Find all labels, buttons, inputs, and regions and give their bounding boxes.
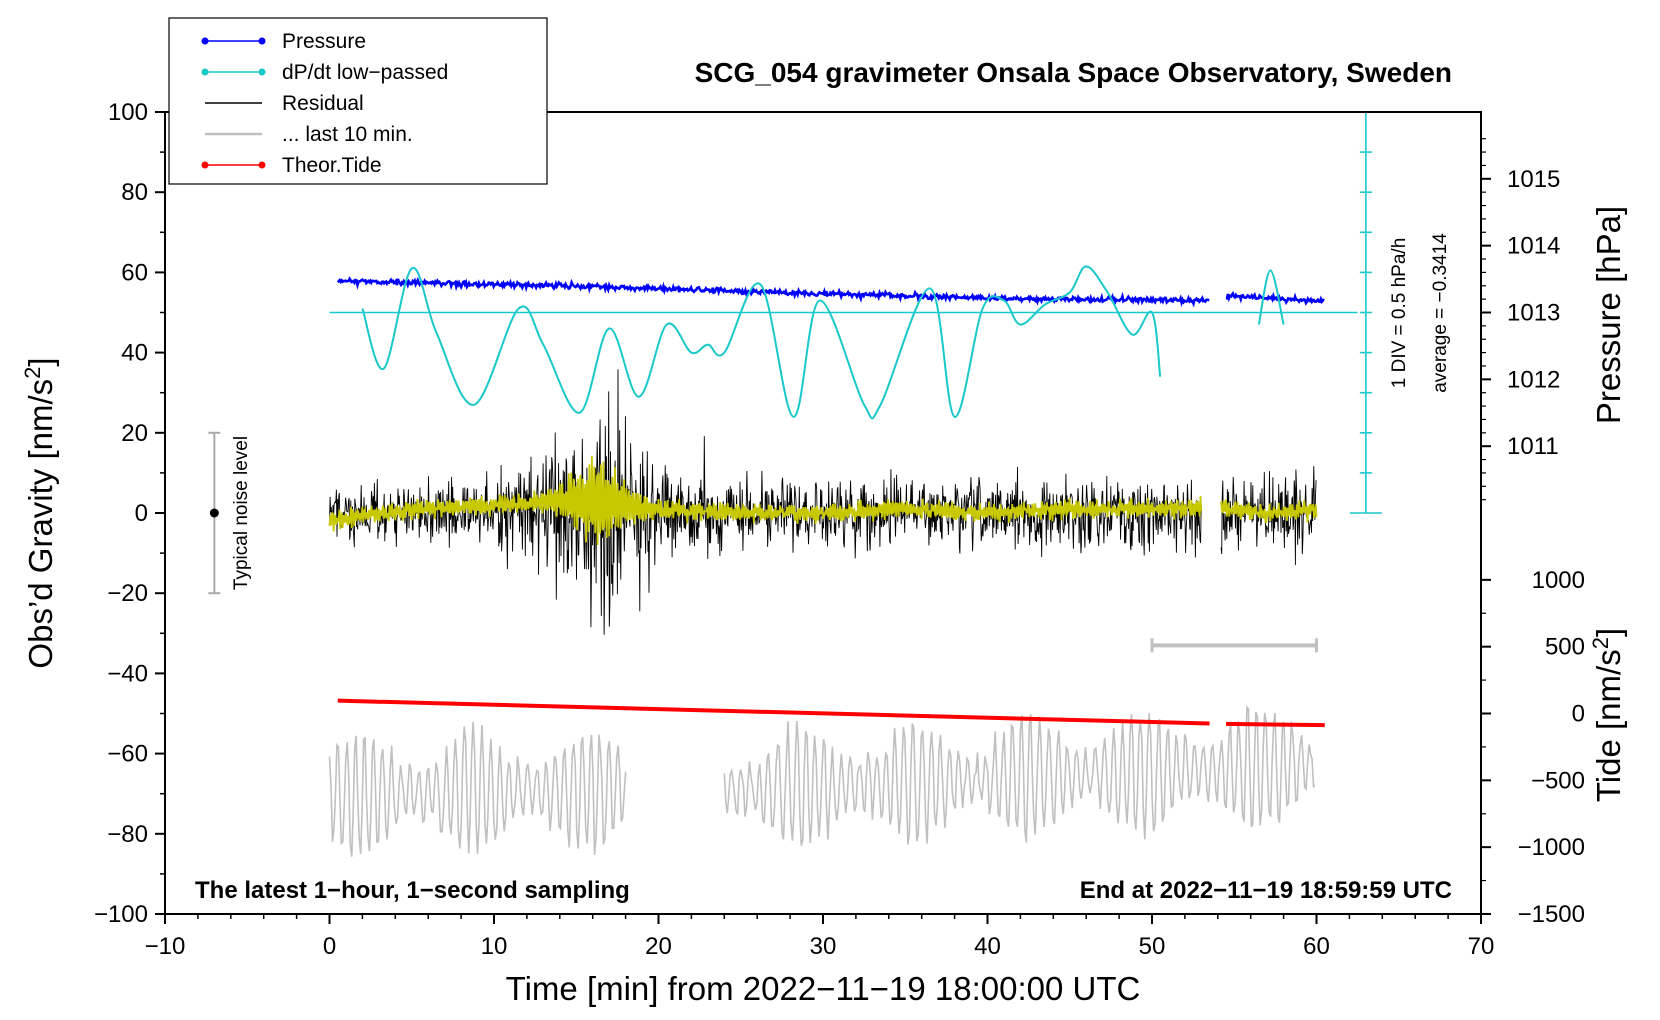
- axes-group: −10 0 10 20 30 40 50 60 70−100−80−60−40−20020406…: [94, 99, 1585, 960]
- x-tick-label: 50: [1139, 933, 1166, 960]
- legend: Pressure dP/dt low−passed Residual ... last…: [168, 17, 548, 185]
- lowpass-series-line: [328, 455, 1203, 546]
- legend-marker: [258, 37, 266, 45]
- x-tick-label: 30: [810, 933, 837, 960]
- pressure-series-line: [1225, 290, 1325, 306]
- pressure-tick-label: 1012: [1507, 366, 1560, 393]
- average-label: average = −0.3414: [1430, 233, 1451, 393]
- tide-tick-label: −1500: [1518, 901, 1585, 928]
- noise-bar-dot: [209, 508, 219, 518]
- x-tick-label: 20: [645, 933, 672, 960]
- residual-series-line: [1220, 466, 1317, 566]
- legend-marker: [258, 68, 266, 76]
- y-tick-label: −80: [107, 821, 148, 848]
- y-tick-label: 80: [121, 179, 148, 206]
- y-tick-label: 60: [121, 259, 148, 286]
- tide-series-line: [337, 698, 1210, 726]
- legend-label: Residual: [282, 92, 364, 115]
- pressure-tick-label: 1011: [1507, 433, 1559, 460]
- last10-series-line: [328, 721, 627, 857]
- x-tick-label: 70: [1468, 933, 1495, 960]
- div-scale-label: 1 DIV = 0.5 hPa/h: [1389, 238, 1410, 389]
- tide-tick-label: −1000: [1518, 834, 1585, 861]
- y-tick-label: 0: [135, 500, 148, 527]
- plot-series-group: [328, 265, 1358, 857]
- y-tick-label: −100: [94, 901, 148, 928]
- last10-series-line: [723, 705, 1316, 846]
- x-tick-label: 0: [323, 933, 336, 960]
- plot-overlays-group: [208, 111, 1382, 653]
- legend-label: dP/dt low−passed: [282, 61, 448, 84]
- legend-box: [168, 17, 548, 185]
- legend-marker: [201, 68, 209, 76]
- dpdt-series-line-2: [1257, 269, 1285, 325]
- x-tick-label: 10: [481, 933, 508, 960]
- y-tick-label: −20: [107, 580, 148, 607]
- dpdt-series-line: [361, 265, 1162, 420]
- annotation-bottom-right: End at 2022−11−19 18:59:59 UTC: [1080, 877, 1452, 904]
- legend-label: Theor.Tide: [282, 154, 382, 177]
- tide-series-line: [1226, 721, 1325, 728]
- y-tick-label: 40: [121, 340, 148, 367]
- pressure-tick-label: 1015: [1507, 166, 1560, 193]
- tide-tick-label: 1000: [1532, 567, 1585, 594]
- tide-tick-label: 0: [1572, 701, 1585, 728]
- x-tick-label: 60: [1303, 933, 1330, 960]
- pressure-tick-label: 1014: [1507, 233, 1560, 260]
- y-tick-label: −40: [107, 660, 148, 687]
- pressure-series-line: [336, 276, 1210, 308]
- annotation-bottom-left: The latest 1−hour, 1−second sampling: [195, 877, 630, 904]
- legend-marker: [258, 161, 266, 169]
- y-tick-label: −60: [107, 741, 148, 768]
- noise-level-label: Typical noise level: [231, 436, 252, 590]
- legend-marker: [201, 161, 209, 169]
- legend-label: ... last 10 min.: [282, 123, 413, 146]
- y-axis-title-pressure: Pressure [hPa]: [1590, 206, 1627, 424]
- y-axis-title-tide: Tide [nm/s2]: [1588, 628, 1627, 802]
- lowpass-series-line: [1220, 499, 1318, 524]
- tide-tick-label: −500: [1531, 767, 1585, 794]
- pressure-tick-label: 1013: [1507, 300, 1560, 327]
- x-tick-label: −10: [145, 933, 186, 960]
- y-axis-title-left: Obs’d Gravity [nm/s2]: [20, 357, 59, 668]
- legend-marker: [201, 37, 209, 45]
- legend-label: Pressure: [282, 30, 366, 53]
- legend-entries: Pressure dP/dt low−passed Residual ... last…: [201, 30, 448, 177]
- chart-title: SCG_054 gravimeter Onsala Space Observat…: [695, 57, 1452, 88]
- y-tick-label: 100: [108, 99, 148, 126]
- x-axis-title: Time [min] from 2022−11−19 18:00:00 UTC: [506, 970, 1141, 1007]
- y-tick-label: 20: [121, 420, 148, 447]
- tide-tick-label: 500: [1545, 634, 1585, 661]
- x-tick-label: 40: [974, 933, 1001, 960]
